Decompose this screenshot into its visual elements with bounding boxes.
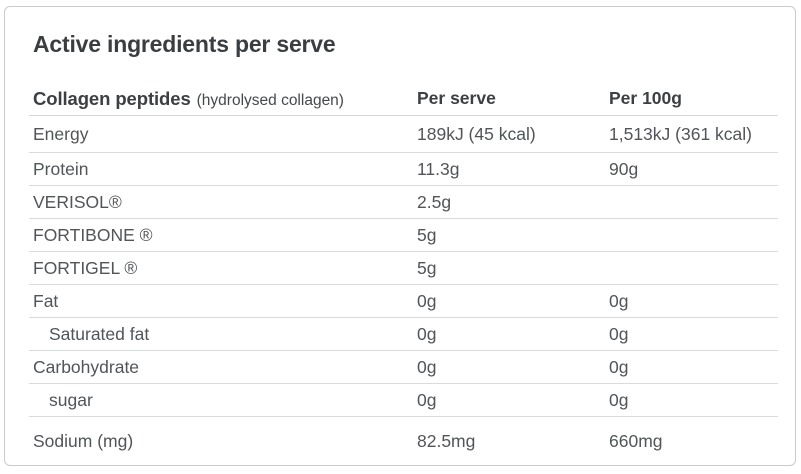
row-label: Carbohydrate [33, 356, 140, 377]
header-name: Collagen peptides [33, 87, 191, 109]
row-label: sugar [49, 389, 93, 410]
row-per-serve-value: 5g [417, 257, 437, 278]
row-label: Sodium (mg) [33, 431, 134, 451]
row-per-serve-value: 189kJ (45 kcal) [417, 123, 536, 144]
row-per-serve-value: 5g [417, 224, 437, 245]
card-title: Active ingredients per serve [33, 31, 336, 57]
row-per-100g-value: 1,513kJ (361 kcal) [609, 123, 752, 144]
row-per-100g-value: 0g [609, 323, 629, 344]
header-per-serve: Per serve [417, 88, 496, 108]
row-per-100g-value: 0g [609, 290, 629, 311]
row-label: Fat [33, 290, 59, 311]
row-per-serve-value: 11.3g [417, 158, 460, 179]
table-row: FORTIBONE ® 5g [29, 219, 778, 252]
row-per-serve-value: 0g [417, 389, 437, 410]
row-per-serve-value: 82.5mg [417, 431, 476, 451]
row-per-serve-value: 2.5g [417, 191, 452, 212]
row-label: Energy [33, 123, 89, 144]
row-label: FORTIGEL ® [33, 257, 138, 278]
ingredients-card: Active ingredients per serve Collagen pe… [4, 6, 796, 466]
table-row: Sodium (mg) 82.5mg 660mg [29, 417, 778, 466]
row-per-serve-value: 0g [417, 290, 437, 311]
table-row: Energy 189kJ (45 kcal) 1,513kJ (361 kcal… [29, 116, 778, 153]
row-label: Saturated fat [49, 323, 150, 344]
table-row: sugar 0g 0g [29, 384, 778, 417]
table-row: FORTIGEL ® 5g [29, 252, 778, 285]
header-collagen-peptides: Collagen peptides (hydrolysed collagen) [29, 88, 417, 110]
row-per-serve-value: 0g [417, 356, 437, 377]
row-per-serve-value: 0g [417, 323, 437, 344]
row-label: Protein [33, 158, 89, 179]
row-per-100g-value: 90g [609, 158, 639, 179]
row-per-100g-value: 0g [609, 356, 629, 377]
ingredients-table: Collagen peptides (hydrolysed collagen) … [29, 82, 778, 466]
header-per-100g: Per 100g [609, 88, 682, 108]
row-label: FORTIBONE ® [33, 224, 153, 245]
row-label: VERISOL® [33, 191, 122, 212]
table-row: VERISOL® 2.5g [29, 186, 778, 219]
table-body: Energy 189kJ (45 kcal) 1,513kJ (361 kcal… [29, 116, 778, 466]
table-row: Carbohydrate 0g 0g [29, 351, 778, 384]
row-per-100g-value: 0g [609, 389, 629, 410]
table-row: Fat 0g 0g [29, 285, 778, 318]
table-row: Protein 11.3g 90g [29, 153, 778, 186]
header-name-note: (hydrolysed collagen) [196, 91, 344, 109]
table-header-row: Collagen peptides (hydrolysed collagen) … [29, 82, 778, 116]
table-row: Saturated fat 0g 0g [29, 318, 778, 351]
row-per-100g-value: 660mg [609, 431, 663, 451]
